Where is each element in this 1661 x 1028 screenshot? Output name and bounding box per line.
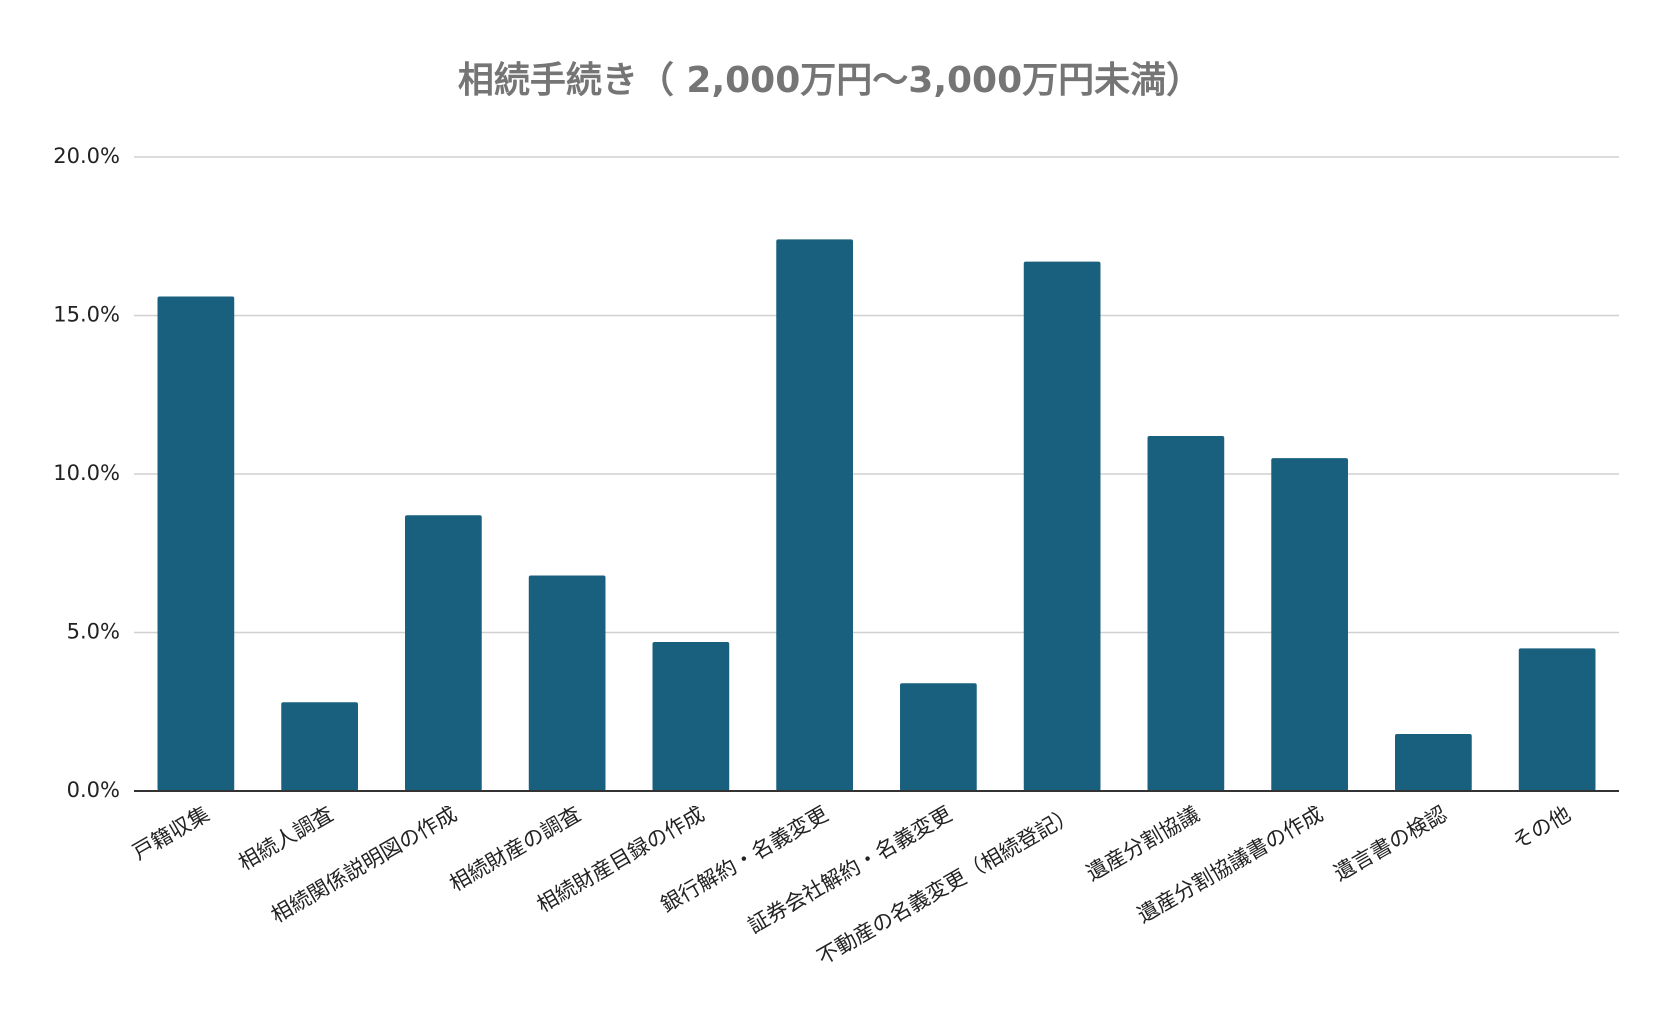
x-tick-label: 遺産分割協議 <box>1082 802 1203 886</box>
x-tick-label: 遺言書の検認 <box>1330 802 1451 886</box>
bar <box>776 239 853 792</box>
x-tick-label: 証券会社解約・名義変更 <box>744 802 956 938</box>
bar <box>900 683 977 791</box>
bar <box>652 642 730 791</box>
bar <box>1395 733 1472 791</box>
y-tick-label: 15.0% <box>53 303 120 327</box>
bar <box>1271 458 1348 791</box>
bar <box>1023 261 1101 791</box>
y-tick-label: 10.0% <box>53 461 120 485</box>
y-tick-label: 0.0% <box>67 778 120 802</box>
chart-title: 相続手続き（ 2,000万円～3,000万円未満） <box>458 60 1202 101</box>
bar <box>1518 648 1596 791</box>
bar <box>405 515 482 791</box>
y-tick-label: 5.0% <box>67 620 120 644</box>
y-tick-label: 20.0% <box>53 144 120 168</box>
bar <box>1147 435 1225 791</box>
bar <box>528 575 606 791</box>
x-tick-label: その他 <box>1508 802 1575 854</box>
bar <box>281 702 358 791</box>
x-tick-label: 戸籍収集 <box>129 802 214 865</box>
bar <box>157 296 235 791</box>
x-tick-label: 相続人調査 <box>234 802 337 875</box>
